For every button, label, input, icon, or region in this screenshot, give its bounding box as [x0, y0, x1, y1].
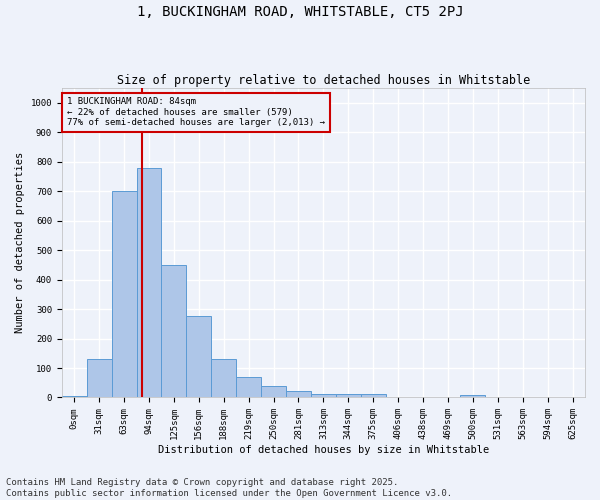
Bar [161, 265, 187, 398]
Y-axis label: Number of detached properties: Number of detached properties [15, 152, 25, 334]
Bar [86, 359, 112, 398]
Bar [460, 395, 485, 398]
Bar [137, 168, 161, 398]
Bar [286, 391, 311, 398]
Bar [236, 377, 261, 398]
Text: 1 BUCKINGHAM ROAD: 84sqm
← 22% of detached houses are smaller (579)
77% of semi-: 1 BUCKINGHAM ROAD: 84sqm ← 22% of detach… [67, 98, 325, 127]
Text: Contains HM Land Registry data © Crown copyright and database right 2025.
Contai: Contains HM Land Registry data © Crown c… [6, 478, 452, 498]
X-axis label: Distribution of detached houses by size in Whitstable: Distribution of detached houses by size … [158, 445, 489, 455]
Bar [336, 394, 361, 398]
Bar [187, 316, 211, 398]
Bar [211, 358, 236, 398]
Text: 1, BUCKINGHAM ROAD, WHITSTABLE, CT5 2PJ: 1, BUCKINGHAM ROAD, WHITSTABLE, CT5 2PJ [137, 5, 463, 19]
Bar [361, 394, 386, 398]
Bar [112, 192, 137, 398]
Title: Size of property relative to detached houses in Whitstable: Size of property relative to detached ho… [117, 74, 530, 87]
Bar [62, 396, 86, 398]
Bar [311, 394, 336, 398]
Bar [261, 386, 286, 398]
